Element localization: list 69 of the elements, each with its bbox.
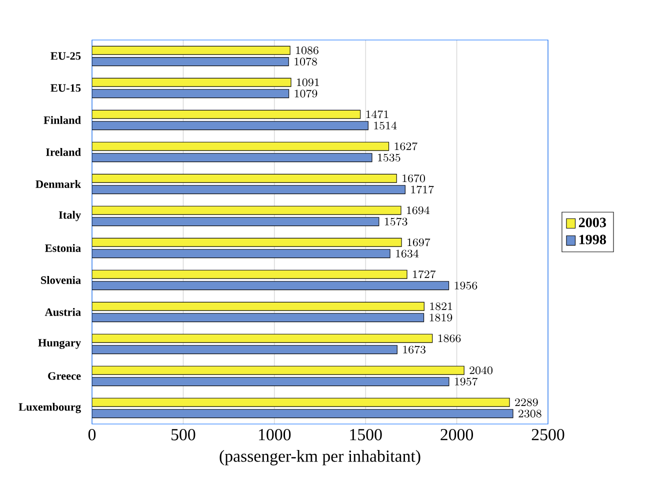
bar [92,366,464,375]
bar [92,110,361,119]
y-tick-label: Finland [44,116,81,124]
data-label: 1573 [384,218,408,226]
bar [92,409,514,418]
bar [92,174,397,183]
bar [92,206,402,215]
bar [92,313,424,322]
data-label: 1717 [411,186,434,194]
bar [92,377,450,386]
data-label: 1673 [403,346,426,354]
legend-label: 2003 [578,218,606,228]
bar [92,302,424,311]
bar [92,142,390,151]
data-label: 1694 [407,206,430,214]
bar [92,57,289,66]
data-label: 1078 [294,58,317,66]
data-label: 1866 [438,334,461,342]
data-label: 1079 [294,90,318,98]
x-tick-label: 500 [172,428,196,440]
y-tick-label: Denmark [36,180,82,188]
data-label: 1514 [374,122,397,130]
bar [92,217,380,226]
bar [92,121,368,130]
x-tick-label: 2500 [532,428,564,440]
data-label: 1697 [408,238,430,246]
data-label: 2308 [518,410,542,418]
data-label: 2289 [515,398,538,406]
data-label: 1821 [430,302,452,310]
data-label: 1086 [296,46,318,54]
y-tick-label: Ireland [46,148,81,156]
data-label: 1091 [297,78,319,86]
y-tick-label: EU-25 [50,52,81,60]
bar [92,345,398,354]
bar [92,281,450,290]
data-label: 2040 [470,366,492,374]
bar [92,270,408,279]
data-label: 1535 [378,154,400,162]
bar [92,185,406,194]
data-label: 1471 [366,110,388,118]
data-label: 1627 [394,142,418,150]
bar [92,238,402,247]
x-tick-label: 1500 [350,428,382,440]
data-label: 1670 [402,174,425,182]
y-tick-label: Italy [58,210,81,222]
y-tick-label: Austria [44,308,81,316]
bar [92,46,290,55]
data-label: 1956 [454,282,478,290]
data-label: 1819 [430,314,452,322]
bar [92,249,390,258]
data-label: 1634 [396,250,419,258]
x-tick-label: 0 [88,428,96,440]
y-tick-label: Greece [48,372,81,380]
legend-label: 1998 [579,234,606,244]
y-tick-label: Luxembourg [18,402,81,414]
y-tick-label: Hungary [38,339,81,349]
x-tick-label: 1000 [259,428,291,440]
y-tick-label: EU-15 [50,84,81,92]
data-label: 1957 [455,378,478,386]
bar [92,78,292,87]
x-tick-label: 2000 [440,428,474,440]
x-axis-title: (passenger-km per inhabitant) [220,450,420,466]
data-label: 1727 [413,270,436,278]
bar [92,334,433,343]
y-tick-label: Slovenia [41,276,81,284]
bar [92,153,372,162]
y-tick-label: Estonia [44,244,81,252]
bar [92,398,510,407]
bar [92,89,290,98]
